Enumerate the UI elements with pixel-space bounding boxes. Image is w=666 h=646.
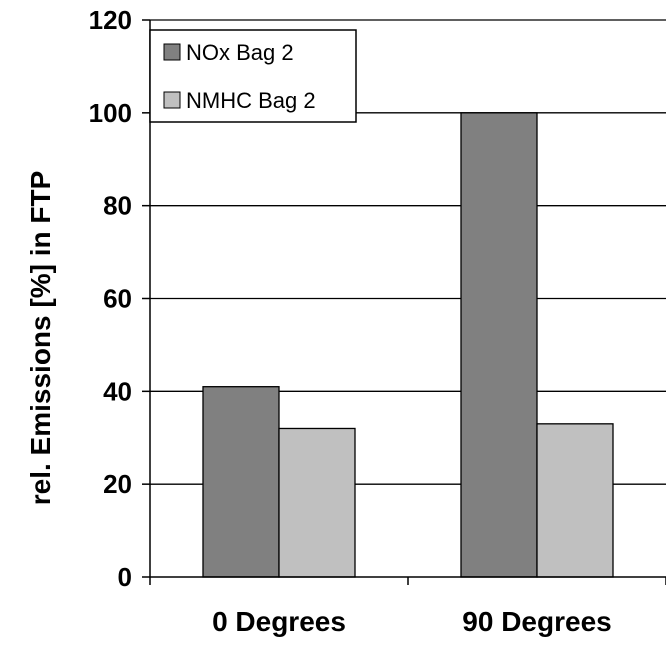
legend-label-nmhc: NMHC Bag 2 bbox=[186, 88, 316, 113]
y-tick-label: 120 bbox=[89, 5, 132, 35]
bar-1-1 bbox=[536, 423, 614, 578]
bars bbox=[202, 112, 614, 578]
y-tick-label: 60 bbox=[103, 284, 132, 314]
legend-swatch-nox bbox=[163, 43, 181, 61]
legend-label-nox: NOx Bag 2 bbox=[186, 40, 294, 65]
bar-1-0 bbox=[278, 427, 356, 578]
y-tick-label: 0 bbox=[118, 562, 132, 592]
legend-swatch-nmhc bbox=[163, 91, 181, 109]
legend-box bbox=[149, 29, 357, 123]
legend: NOx Bag 2 NMHC Bag 2 bbox=[149, 29, 357, 123]
y-tick-label: 100 bbox=[89, 98, 132, 128]
bar-0-0 bbox=[202, 386, 280, 578]
y-tick-label: 80 bbox=[103, 191, 132, 221]
y-tick-label: 20 bbox=[103, 469, 132, 499]
y-tick-label: 40 bbox=[103, 376, 132, 406]
x-category-label: 90 Degrees bbox=[462, 606, 611, 637]
x-category-label: 0 Degrees bbox=[212, 606, 346, 637]
y-tick-labels: 0 20 40 60 80 100 120 bbox=[89, 5, 132, 592]
bar-0-1 bbox=[460, 112, 538, 578]
y-axis-title: rel. Emissions [%] in FTP bbox=[25, 171, 56, 506]
x-category-labels: 0 Degrees 90 Degrees bbox=[212, 606, 612, 637]
